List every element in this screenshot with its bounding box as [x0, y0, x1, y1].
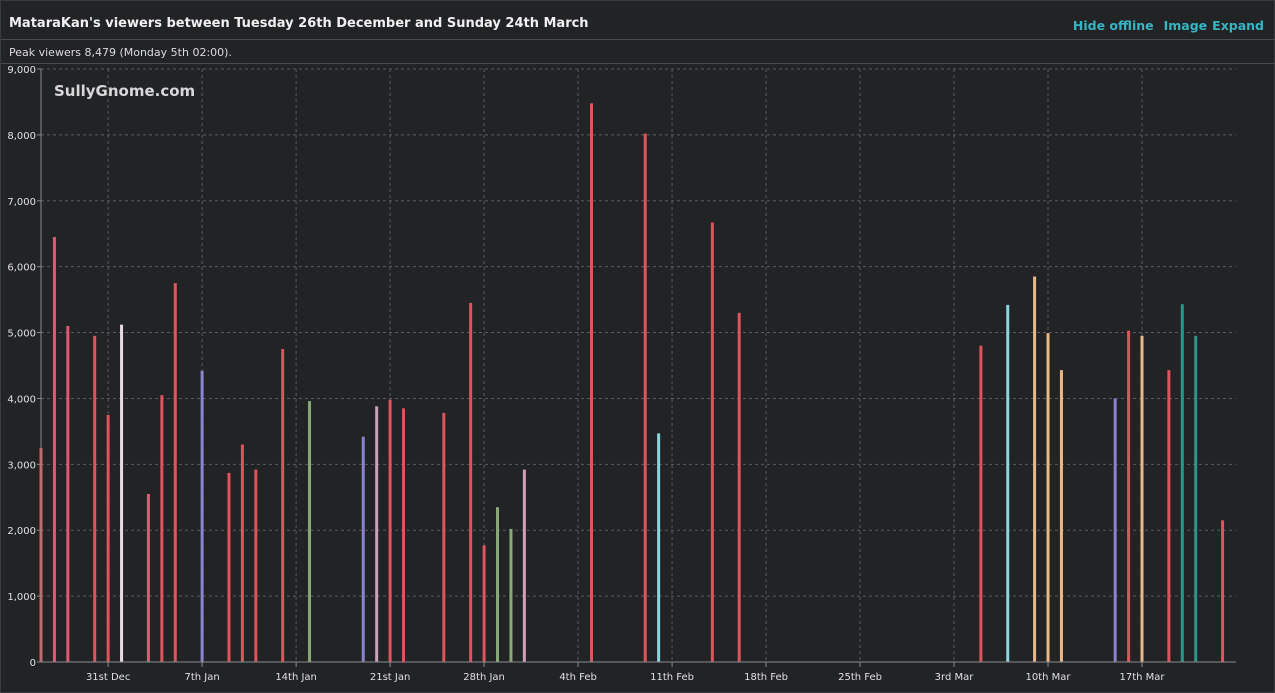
stream-bar	[522, 469, 526, 662]
stream-bar	[1033, 276, 1037, 662]
stream-bar	[402, 408, 406, 662]
stream-bar	[1180, 304, 1184, 662]
x-tick-label: 17th Mar	[1119, 672, 1165, 683]
y-tick-label: 3,000	[7, 460, 36, 471]
chart-title: MataraKan's viewers between Tuesday 26th…	[9, 16, 589, 31]
x-tick-label: 4th Feb	[559, 672, 597, 683]
y-tick-label: 8,000	[7, 131, 36, 142]
x-tick-label: 14th Jan	[275, 672, 317, 683]
stream-bar	[254, 469, 258, 662]
header-actions: Hide offline Image Expand	[1073, 18, 1264, 33]
y-tick-label: 1,000	[7, 592, 36, 603]
image-link[interactable]: Image	[1163, 18, 1208, 33]
stream-bar	[308, 401, 312, 662]
stream-bar	[1194, 335, 1198, 662]
y-tick-label: 5,000	[7, 329, 36, 340]
stream-bar	[1127, 330, 1131, 662]
stream-bar	[496, 507, 500, 662]
stream-bar	[509, 528, 513, 662]
stream-bar	[1059, 370, 1063, 662]
stream-bar	[442, 412, 446, 662]
stream-bar	[1140, 335, 1144, 662]
y-tick-label: 0	[30, 658, 36, 669]
stream-bar	[93, 335, 97, 662]
divider	[1, 63, 1274, 64]
stream-bar	[361, 436, 365, 662]
hide-offline-link[interactable]: Hide offline	[1072, 18, 1154, 33]
stream-bar	[227, 472, 231, 662]
x-tick-label: 3rd Mar	[935, 672, 975, 683]
stream-bar	[120, 324, 124, 662]
stream-bar	[1006, 304, 1010, 662]
x-tick-label: 18th Feb	[744, 672, 788, 683]
stream-bar	[146, 493, 150, 662]
peak-viewers-text: Peak viewers 8,479 (Monday 5th 02:00).	[9, 46, 232, 59]
stream-bars	[39, 103, 1225, 662]
stream-bar	[66, 325, 70, 662]
stream-bar	[657, 433, 661, 662]
stream-bar	[173, 283, 177, 662]
x-tick-label: 28th Jan	[463, 672, 505, 683]
expand-link[interactable]: Expand	[1212, 18, 1264, 33]
stream-bar	[1221, 520, 1225, 662]
stream-bar	[710, 222, 714, 662]
stream-bar	[388, 399, 392, 662]
y-tick-label: 7,000	[7, 197, 36, 208]
stream-bar	[1113, 398, 1117, 662]
y-tick-label: 4,000	[7, 394, 36, 405]
stream-bar	[590, 103, 594, 662]
stream-bar	[52, 237, 56, 662]
grid	[41, 68, 1236, 662]
stream-bar	[200, 370, 204, 662]
stream-bar	[737, 312, 741, 662]
stream-bar	[979, 345, 983, 662]
stream-bar	[375, 406, 379, 662]
x-tick-label: 7th Jan	[185, 672, 220, 683]
x-tick-label: 10th Mar	[1026, 672, 1072, 683]
stream-bar	[643, 133, 647, 662]
stream-bar	[469, 302, 473, 662]
x-tick-label: 31st Dec	[86, 672, 130, 683]
stream-bar	[106, 414, 110, 662]
stream-bar	[160, 395, 164, 662]
x-tick-label: 11th Feb	[650, 672, 694, 683]
watermark: SullyGnome.com	[54, 82, 195, 100]
stream-bar	[482, 545, 486, 662]
y-tick-label: 6,000	[7, 263, 36, 274]
y-tick-label: 9,000	[7, 65, 36, 76]
stream-bar	[240, 444, 244, 662]
stream-bar	[1167, 370, 1171, 662]
chart-header: MataraKan's viewers between Tuesday 26th…	[1, 1, 1274, 40]
y-tick-label: 2,000	[7, 526, 36, 537]
x-tick-label: 25th Feb	[838, 672, 882, 683]
axes: 0 1,000 2,000 3,000 4,000 5,000 6,000 7,000 8,00…	[7, 65, 1236, 683]
stream-bar	[281, 349, 285, 662]
stream-bar	[1046, 333, 1050, 662]
x-tick-label: 21st Jan	[370, 672, 410, 683]
